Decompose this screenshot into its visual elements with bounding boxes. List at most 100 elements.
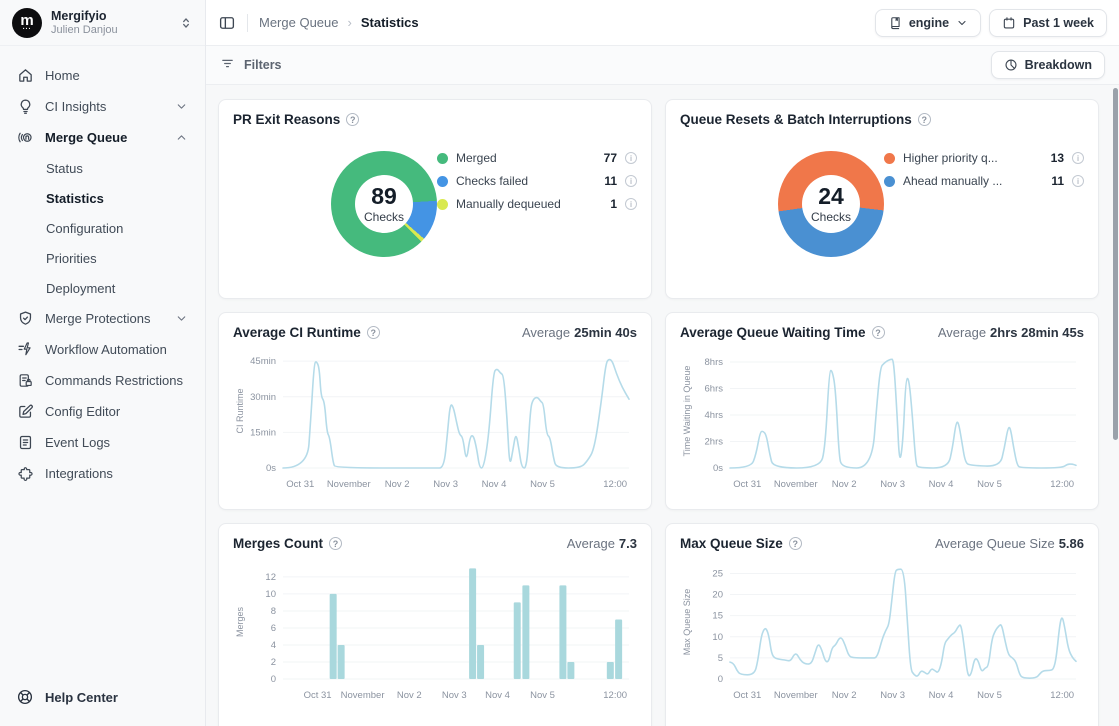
help-icon[interactable]: ? (789, 537, 802, 550)
main-area: Merge Queue › Statistics engine Past 1 w… (206, 0, 1119, 726)
sidebar-toggle-icon[interactable] (218, 14, 236, 32)
help-icon[interactable]: ? (346, 113, 359, 126)
svg-text:Nov 2: Nov 2 (832, 690, 857, 701)
average-label: Average Queue Size (935, 536, 1055, 551)
legend-item[interactable]: Checks failed11i (437, 174, 637, 188)
svg-text:0: 0 (718, 674, 723, 685)
line-chart-ci-runtime[interactable]: 0s15min30min45minOct 31NovemberNov 2Nov … (233, 344, 637, 494)
info-icon[interactable]: i (625, 175, 637, 187)
svg-text:10: 10 (265, 589, 276, 600)
filters-button[interactable]: Filters (220, 56, 282, 74)
legend-item[interactable]: Higher priority q...13i (884, 151, 1084, 165)
average-stat: Average Queue Size 5.86 (935, 536, 1084, 551)
svg-text:15min: 15min (250, 427, 276, 438)
svg-text:Nov 5: Nov 5 (977, 690, 1002, 701)
breadcrumb-parent[interactable]: Merge Queue (259, 15, 339, 30)
average-stat: Average7.3 (567, 536, 637, 551)
svg-text:Nov 4: Nov 4 (482, 479, 507, 490)
help-icon[interactable]: ? (329, 537, 342, 550)
legend-item[interactable]: Manually dequeued1i (437, 197, 637, 211)
sidebar-item-merge-queue[interactable]: Merge Queue (8, 122, 197, 153)
line-chart-queue-waiting[interactable]: 0s2hrs4hrs6hrs8hrsOct 31NovemberNov 2Nov… (680, 344, 1084, 494)
topbar-actions: engine Past 1 week (875, 9, 1107, 37)
vertical-scrollbar[interactable] (1113, 88, 1118, 440)
time-range-value: Past 1 week (1023, 16, 1094, 30)
repo-selector-button[interactable]: engine (875, 9, 981, 37)
pie-chart-icon (1004, 58, 1018, 72)
donut-chart[interactable]: 24 Checks (778, 151, 884, 257)
average-label: Average (522, 325, 570, 340)
legend-item[interactable]: Merged77i (437, 151, 637, 165)
svg-text:Oct 31: Oct 31 (733, 479, 761, 490)
legend-label: Higher priority q... (903, 151, 1043, 165)
donut-chart[interactable]: 89 Checks (331, 151, 437, 257)
breakdown-button[interactable]: Breakdown (991, 51, 1105, 79)
chevron-down-icon[interactable] (175, 312, 188, 325)
sidebar-item-workflow-automation[interactable]: Workflow Automation (8, 334, 197, 365)
chevron-down-icon[interactable] (175, 100, 188, 113)
sidebar-item-event-logs[interactable]: Event Logs (8, 427, 197, 458)
svg-text:Nov 2: Nov 2 (385, 479, 410, 490)
sidebar-item-merge-protections[interactable]: Merge Protections (8, 303, 197, 334)
card-pr-exit-reasons: PR Exit Reasons ? 89 Checks Merged77iChe… (218, 99, 652, 299)
legend-swatch (884, 153, 895, 164)
help-icon[interactable]: ? (918, 113, 931, 126)
donut-chart-area: 24 Checks Higher priority q...13i Ahead m… (680, 127, 1084, 285)
average-label: Average (567, 536, 615, 551)
average-value: 25min 40s (574, 325, 637, 340)
donut-chart-area: 89 Checks Merged77i Checks failed11i Manua… (233, 127, 637, 285)
line-chart-svg: 0s15min30min45minOct 31NovemberNov 2Nov … (233, 344, 637, 494)
svg-text:November: November (774, 690, 818, 701)
average-value: 5.86 (1059, 536, 1084, 551)
sidebar-item-status[interactable]: Status (8, 153, 197, 183)
legend-swatch (437, 176, 448, 187)
sidebar-item-commands-restrictions[interactable]: Commands Restrictions (8, 365, 197, 396)
info-icon[interactable]: i (625, 198, 637, 210)
info-icon[interactable]: i (625, 152, 637, 164)
card-average-queue-waiting-time: Average Queue Waiting Time ? Average2hrs… (665, 312, 1099, 510)
dashboard-content: PR Exit Reasons ? 89 Checks Merged77iChe… (206, 85, 1119, 726)
svg-text:0s: 0s (266, 463, 276, 474)
svg-text:12:00: 12:00 (1050, 479, 1074, 490)
svg-text:8: 8 (271, 606, 276, 617)
app-window: m ... Mergifyio Julien Danjou Home CI In… (0, 0, 1119, 726)
sidebar-item-ci-insights[interactable]: CI Insights (8, 91, 197, 122)
sidebar-item-label: Integrations (45, 466, 113, 481)
help-center-link[interactable]: Help Center (0, 672, 205, 726)
legend-item[interactable]: Ahead manually ...11i (884, 174, 1084, 188)
svg-text:45min: 45min (250, 356, 276, 367)
sidebar-item-label: Config Editor (45, 404, 120, 419)
repository-icon (888, 16, 902, 30)
org-switcher-caret-icon[interactable] (179, 16, 193, 30)
time-range-button[interactable]: Past 1 week (989, 9, 1107, 37)
line-chart-max-queue[interactable]: 0510152025Oct 31NovemberNov 2Nov 3Nov 4N… (680, 555, 1084, 705)
org-switcher[interactable]: m ... Mergifyio Julien Danjou (0, 0, 205, 46)
bar-chart-merges[interactable]: 024681012Oct 31NovemberNov 2Nov 3Nov 4No… (233, 555, 637, 705)
svg-text:25: 25 (712, 568, 723, 579)
org-name: Mergifyio (51, 9, 170, 23)
sidebar-item-priorities[interactable]: Priorities (8, 243, 197, 273)
sidebar-item-integrations[interactable]: Integrations (8, 458, 197, 489)
sidebar-item-label: Commands Restrictions (45, 373, 183, 388)
sidebar-item-configuration[interactable]: Configuration (8, 213, 197, 243)
svg-text:12: 12 (265, 572, 276, 583)
sidebar-item-deployment[interactable]: Deployment (8, 273, 197, 303)
svg-text:4: 4 (271, 640, 276, 651)
lifebuoy-icon (16, 688, 34, 706)
chart-legend: Higher priority q...13i Ahead manually ..… (884, 151, 1084, 197)
help-icon[interactable]: ? (367, 326, 380, 339)
topbar: Merge Queue › Statistics engine Past 1 w… (206, 0, 1119, 46)
info-icon[interactable]: i (1072, 152, 1084, 164)
help-icon[interactable]: ? (872, 326, 885, 339)
sidebar: m ... Mergifyio Julien Danjou Home CI In… (0, 0, 206, 726)
svg-text:30min: 30min (250, 392, 276, 403)
sidebar-item-config-editor[interactable]: Config Editor (8, 396, 197, 427)
repo-selector-value: engine (909, 16, 949, 30)
chevron-up-icon[interactable] (175, 131, 188, 144)
org-names: Mergifyio Julien Danjou (51, 9, 170, 36)
sidebar-item-statistics[interactable]: Statistics (8, 183, 197, 213)
org-user: Julien Danjou (51, 24, 170, 36)
sidebar-item-home[interactable]: Home (8, 60, 197, 91)
calendar-icon (1002, 16, 1016, 30)
info-icon[interactable]: i (1072, 175, 1084, 187)
